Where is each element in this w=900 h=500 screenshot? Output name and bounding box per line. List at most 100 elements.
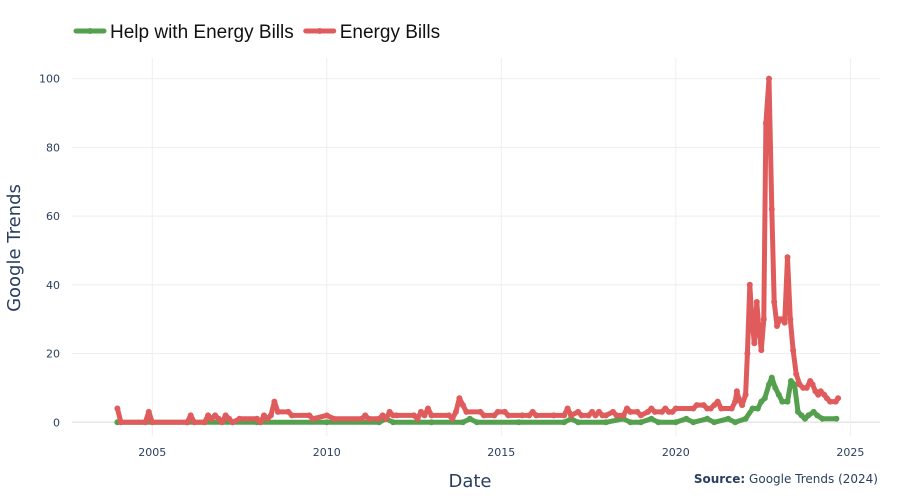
data-point bbox=[704, 415, 711, 422]
data-point bbox=[117, 419, 124, 426]
data-point bbox=[711, 419, 718, 426]
data-point bbox=[827, 398, 834, 405]
data-point bbox=[637, 419, 644, 426]
data-point bbox=[515, 419, 522, 426]
x-tick-label: 2020 bbox=[662, 446, 690, 459]
data-point bbox=[550, 412, 557, 419]
series-energy-bills bbox=[114, 75, 842, 426]
data-point bbox=[790, 347, 797, 354]
data-point bbox=[201, 419, 208, 426]
data-point bbox=[766, 75, 772, 82]
data-point bbox=[425, 405, 431, 412]
data-point bbox=[627, 419, 634, 426]
data-point bbox=[620, 412, 627, 419]
data-point bbox=[187, 412, 194, 419]
data-point bbox=[803, 384, 810, 391]
data-point bbox=[768, 374, 775, 381]
data-point bbox=[145, 408, 152, 415]
data-point bbox=[578, 412, 585, 419]
data-point bbox=[775, 391, 782, 398]
data-point bbox=[693, 402, 700, 409]
series-line-energy-bills bbox=[114, 76, 841, 425]
data-point bbox=[793, 371, 800, 378]
data-point bbox=[819, 415, 826, 422]
data-point bbox=[742, 391, 749, 398]
data-point bbox=[463, 408, 470, 415]
y-axis-title: Google Trends bbox=[4, 184, 25, 312]
data-point bbox=[459, 419, 466, 426]
data-point bbox=[784, 398, 791, 405]
x-tick-label: 2010 bbox=[313, 446, 341, 459]
data-point bbox=[779, 398, 786, 405]
data-point bbox=[267, 412, 274, 419]
data-point bbox=[771, 299, 778, 305]
data-point bbox=[768, 206, 775, 213]
data-point bbox=[459, 402, 466, 409]
data-point bbox=[751, 340, 758, 347]
data-point bbox=[725, 415, 732, 422]
data-point bbox=[288, 412, 295, 419]
data-point bbox=[732, 419, 739, 426]
data-point bbox=[762, 120, 769, 127]
data-point bbox=[648, 415, 655, 422]
x-axis-ticks: 2005 2010 2015 2020 2025 bbox=[138, 446, 864, 459]
data-point bbox=[414, 415, 421, 422]
legend: Help with Energy Bills Energy Bills bbox=[73, 22, 440, 43]
series-lines bbox=[114, 75, 842, 426]
legend-item-help-with-energy-bills[interactable]: Help with Energy Bills bbox=[73, 22, 294, 43]
data-point bbox=[739, 402, 746, 409]
data-point bbox=[714, 398, 721, 405]
data-point bbox=[784, 254, 791, 261]
data-point bbox=[114, 405, 121, 412]
data-point bbox=[466, 415, 473, 422]
data-point bbox=[651, 408, 658, 415]
legend-label: Help with Energy Bills bbox=[110, 22, 294, 43]
data-point bbox=[393, 412, 400, 419]
data-point bbox=[613, 412, 620, 419]
data-point bbox=[533, 412, 540, 419]
data-point bbox=[149, 419, 156, 426]
data-point bbox=[365, 415, 372, 422]
data-point bbox=[761, 395, 768, 402]
data-point bbox=[690, 419, 697, 426]
data-point bbox=[271, 398, 278, 405]
data-point bbox=[833, 415, 840, 422]
source-label: Source: bbox=[694, 472, 745, 486]
data-point bbox=[728, 405, 735, 412]
data-point bbox=[568, 412, 575, 419]
data-point bbox=[142, 419, 149, 426]
data-point bbox=[733, 388, 740, 395]
legend-marker bbox=[87, 28, 93, 34]
data-point bbox=[421, 412, 428, 419]
data-point bbox=[749, 405, 756, 412]
data-point bbox=[323, 412, 330, 419]
data-point bbox=[473, 419, 480, 426]
data-point bbox=[330, 415, 337, 422]
data-point bbox=[428, 419, 435, 426]
data-point bbox=[229, 419, 236, 426]
data-point bbox=[835, 395, 842, 402]
data-point bbox=[753, 299, 760, 305]
legend-item-energy-bills[interactable]: Energy Bills bbox=[303, 22, 440, 43]
legend-marker bbox=[316, 28, 323, 34]
data-point bbox=[519, 412, 526, 419]
y-tick-label: 60 bbox=[46, 210, 60, 223]
data-point bbox=[603, 419, 609, 426]
data-point bbox=[772, 384, 779, 391]
y-tick-label: 20 bbox=[46, 348, 60, 361]
series-help-with-energy-bills bbox=[114, 374, 840, 426]
source-note: Source: Google Trends (2024) bbox=[694, 472, 878, 486]
data-point bbox=[814, 412, 821, 419]
data-point bbox=[236, 415, 243, 422]
data-point bbox=[655, 419, 662, 426]
data-point bbox=[219, 419, 226, 426]
data-point bbox=[672, 419, 679, 426]
data-point bbox=[309, 415, 316, 422]
x-tick-label: 2015 bbox=[487, 446, 515, 459]
data-point bbox=[672, 405, 679, 412]
data-point bbox=[449, 415, 456, 422]
y-tick-label: 0 bbox=[53, 416, 60, 429]
data-point bbox=[754, 405, 761, 412]
grid-lines bbox=[72, 58, 880, 436]
data-point bbox=[683, 415, 690, 422]
